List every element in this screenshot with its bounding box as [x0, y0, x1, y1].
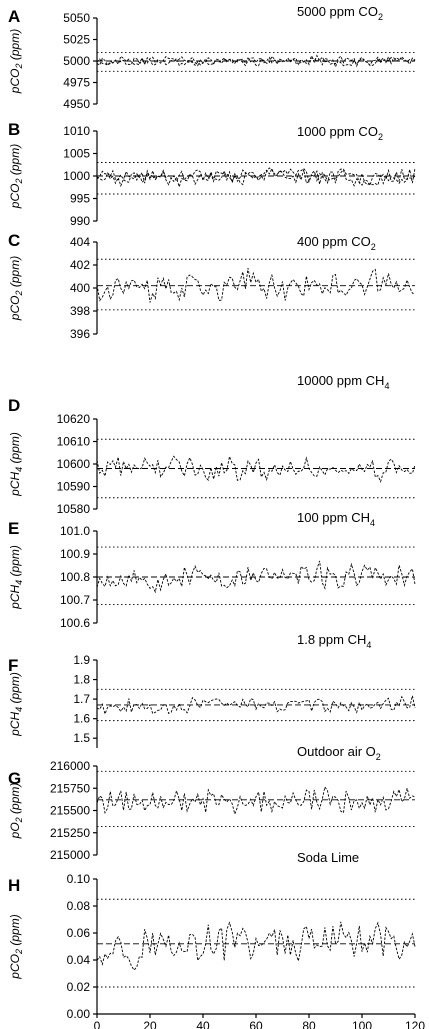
panel-letter: C: [8, 231, 20, 250]
data-series-1: [96, 167, 416, 189]
condition-label: 400 ppm CO2: [297, 234, 376, 252]
data-series-2: [96, 55, 416, 68]
panel-letter: A: [8, 7, 20, 26]
panel-b: B 1000 ppm CO2 pCO2 (ppm) 990 995 1000 1005 101…: [8, 120, 416, 228]
condition-label: 1000 ppm CO2: [297, 124, 383, 142]
y-tick-label: 400: [70, 281, 90, 295]
condition-label: Outdoor air O2: [297, 744, 381, 762]
x-tick-label: 20: [143, 1019, 157, 1029]
panel-f: F 1.8 ppm CH4 pCH4 (ppm) 1.5 1.6 1.7 1.8 1.9: [8, 632, 416, 748]
condition-label: 10000 ppm CH4: [297, 373, 389, 391]
y-tick-label: 1010: [63, 124, 90, 138]
y-tick-label: 10580: [57, 502, 91, 516]
y-tick-label: 5025: [63, 33, 90, 47]
y-tick-label: 4975: [63, 76, 90, 90]
x-tick-label: 80: [302, 1019, 316, 1029]
x-axis: 0 20 40 60 80 100 120: [94, 1013, 425, 1029]
y-tick-label: 404: [70, 235, 90, 249]
data-series-1: [96, 785, 416, 816]
y-tick-label: 1.9: [73, 653, 90, 667]
y-axis-label: pCH4 (ppm): [8, 432, 24, 497]
y-tick-label: 1000: [63, 169, 90, 183]
y-tick-label: 1005: [63, 147, 90, 161]
y-axis-label: pCO2 (ppm): [8, 29, 24, 94]
y-tick-label: 5000: [63, 54, 90, 68]
y-tick-label: 215250: [50, 826, 90, 840]
x-tick-label: 0: [94, 1019, 101, 1029]
y-tick-label: 995: [70, 192, 90, 206]
y-tick-label: 4950: [63, 97, 90, 111]
panel-letter: G: [8, 769, 21, 788]
y-axis-label: pCO2 (ppm): [8, 914, 24, 979]
y-tick-label: 0.08: [67, 899, 91, 913]
y-tick-label: 402: [70, 258, 90, 272]
y-tick-label: 0.00: [67, 1007, 91, 1021]
panel-letter: D: [8, 396, 20, 415]
panel-a: A 5000 ppm CO2 pCO2 (ppm) 4950 4975 5000 5025 5…: [8, 4, 416, 111]
condition-label: 1.8 ppm CH4: [297, 632, 371, 650]
panel-c: C 400 ppm CO2 pCO2 (ppm) 396 398 400 402 404: [8, 231, 416, 341]
y-tick-label: 398: [70, 304, 90, 318]
y-tick-label: 100.6: [60, 616, 90, 630]
y-tick-label: 990: [70, 214, 90, 228]
panel-e: E 100 ppm CH4 pCH4 (ppm) 100.6 100.7 100.8 100…: [8, 510, 416, 630]
panel-letter: B: [8, 120, 20, 139]
condition-label: 5000 ppm CO2: [297, 4, 383, 22]
y-tick-label: 10610: [57, 435, 91, 449]
y-tick-label: 215500: [50, 804, 90, 818]
panel-g: G Outdoor air O2 pO2 (ppm) 215000 215250 2155…: [8, 744, 416, 862]
x-tick-label: 100: [352, 1019, 372, 1029]
y-tick-label: 1.5: [73, 731, 90, 745]
panel-letter: F: [8, 656, 18, 675]
data-series-1: [96, 268, 416, 303]
y-axis-label: pCH4 (ppm): [8, 545, 24, 610]
data-series-1: [96, 560, 416, 594]
y-tick-label: 216000: [50, 759, 90, 773]
y-tick-label: 0.06: [67, 926, 91, 940]
y-tick-label: 0.10: [67, 872, 91, 886]
y-tick-label: 100.9: [60, 547, 90, 561]
y-tick-label: 1.8: [73, 673, 90, 687]
y-tick-label: 101.0: [60, 524, 90, 538]
y-axis-label: pO2 (ppm): [8, 783, 24, 840]
panel-letter: E: [8, 519, 19, 538]
panel-d: D 10000 ppm CH4 pCH4 (ppm) 10580 10590 10600 1…: [8, 373, 416, 516]
y-tick-label: 1.7: [73, 692, 90, 706]
x-tick-label: 40: [196, 1019, 210, 1029]
y-tick-label: 5050: [63, 11, 90, 25]
y-tick-label: 0.04: [67, 953, 91, 967]
y-tick-label: 215000: [50, 848, 90, 862]
y-tick-label: 10590: [57, 480, 91, 494]
x-tick-label: 120: [405, 1019, 425, 1029]
data-series-1: [96, 54, 416, 68]
x-tick-label: 60: [249, 1019, 263, 1029]
y-tick-label: 100.7: [60, 593, 90, 607]
data-series-1: [96, 454, 416, 483]
panel-letter: H: [8, 876, 20, 895]
y-tick-label: 0.02: [67, 980, 91, 994]
y-tick-label: 396: [70, 327, 90, 341]
y-axis-label: pCH4 (ppm): [8, 672, 24, 737]
data-series-2: [96, 167, 416, 187]
data-series-1: [96, 921, 416, 971]
condition-label: Soda Lime: [297, 850, 359, 865]
y-tick-label: 100.8: [60, 570, 90, 584]
y-axis-label: pCO2 (ppm): [8, 256, 24, 321]
panel-h: H Soda Lime pCO2 (ppm) 0.00 0.02 0.04 0.06 0.08…: [8, 850, 416, 1021]
y-tick-label: 215750: [50, 781, 90, 795]
y-tick-label: 10620: [57, 412, 91, 426]
y-tick-label: 1.6: [73, 712, 90, 726]
condition-label: 100 ppm CH4: [297, 510, 375, 528]
data-series-1: [96, 695, 416, 716]
y-tick-label: 10600: [57, 457, 91, 471]
y-axis-label: pCO2 (ppm): [8, 144, 24, 209]
